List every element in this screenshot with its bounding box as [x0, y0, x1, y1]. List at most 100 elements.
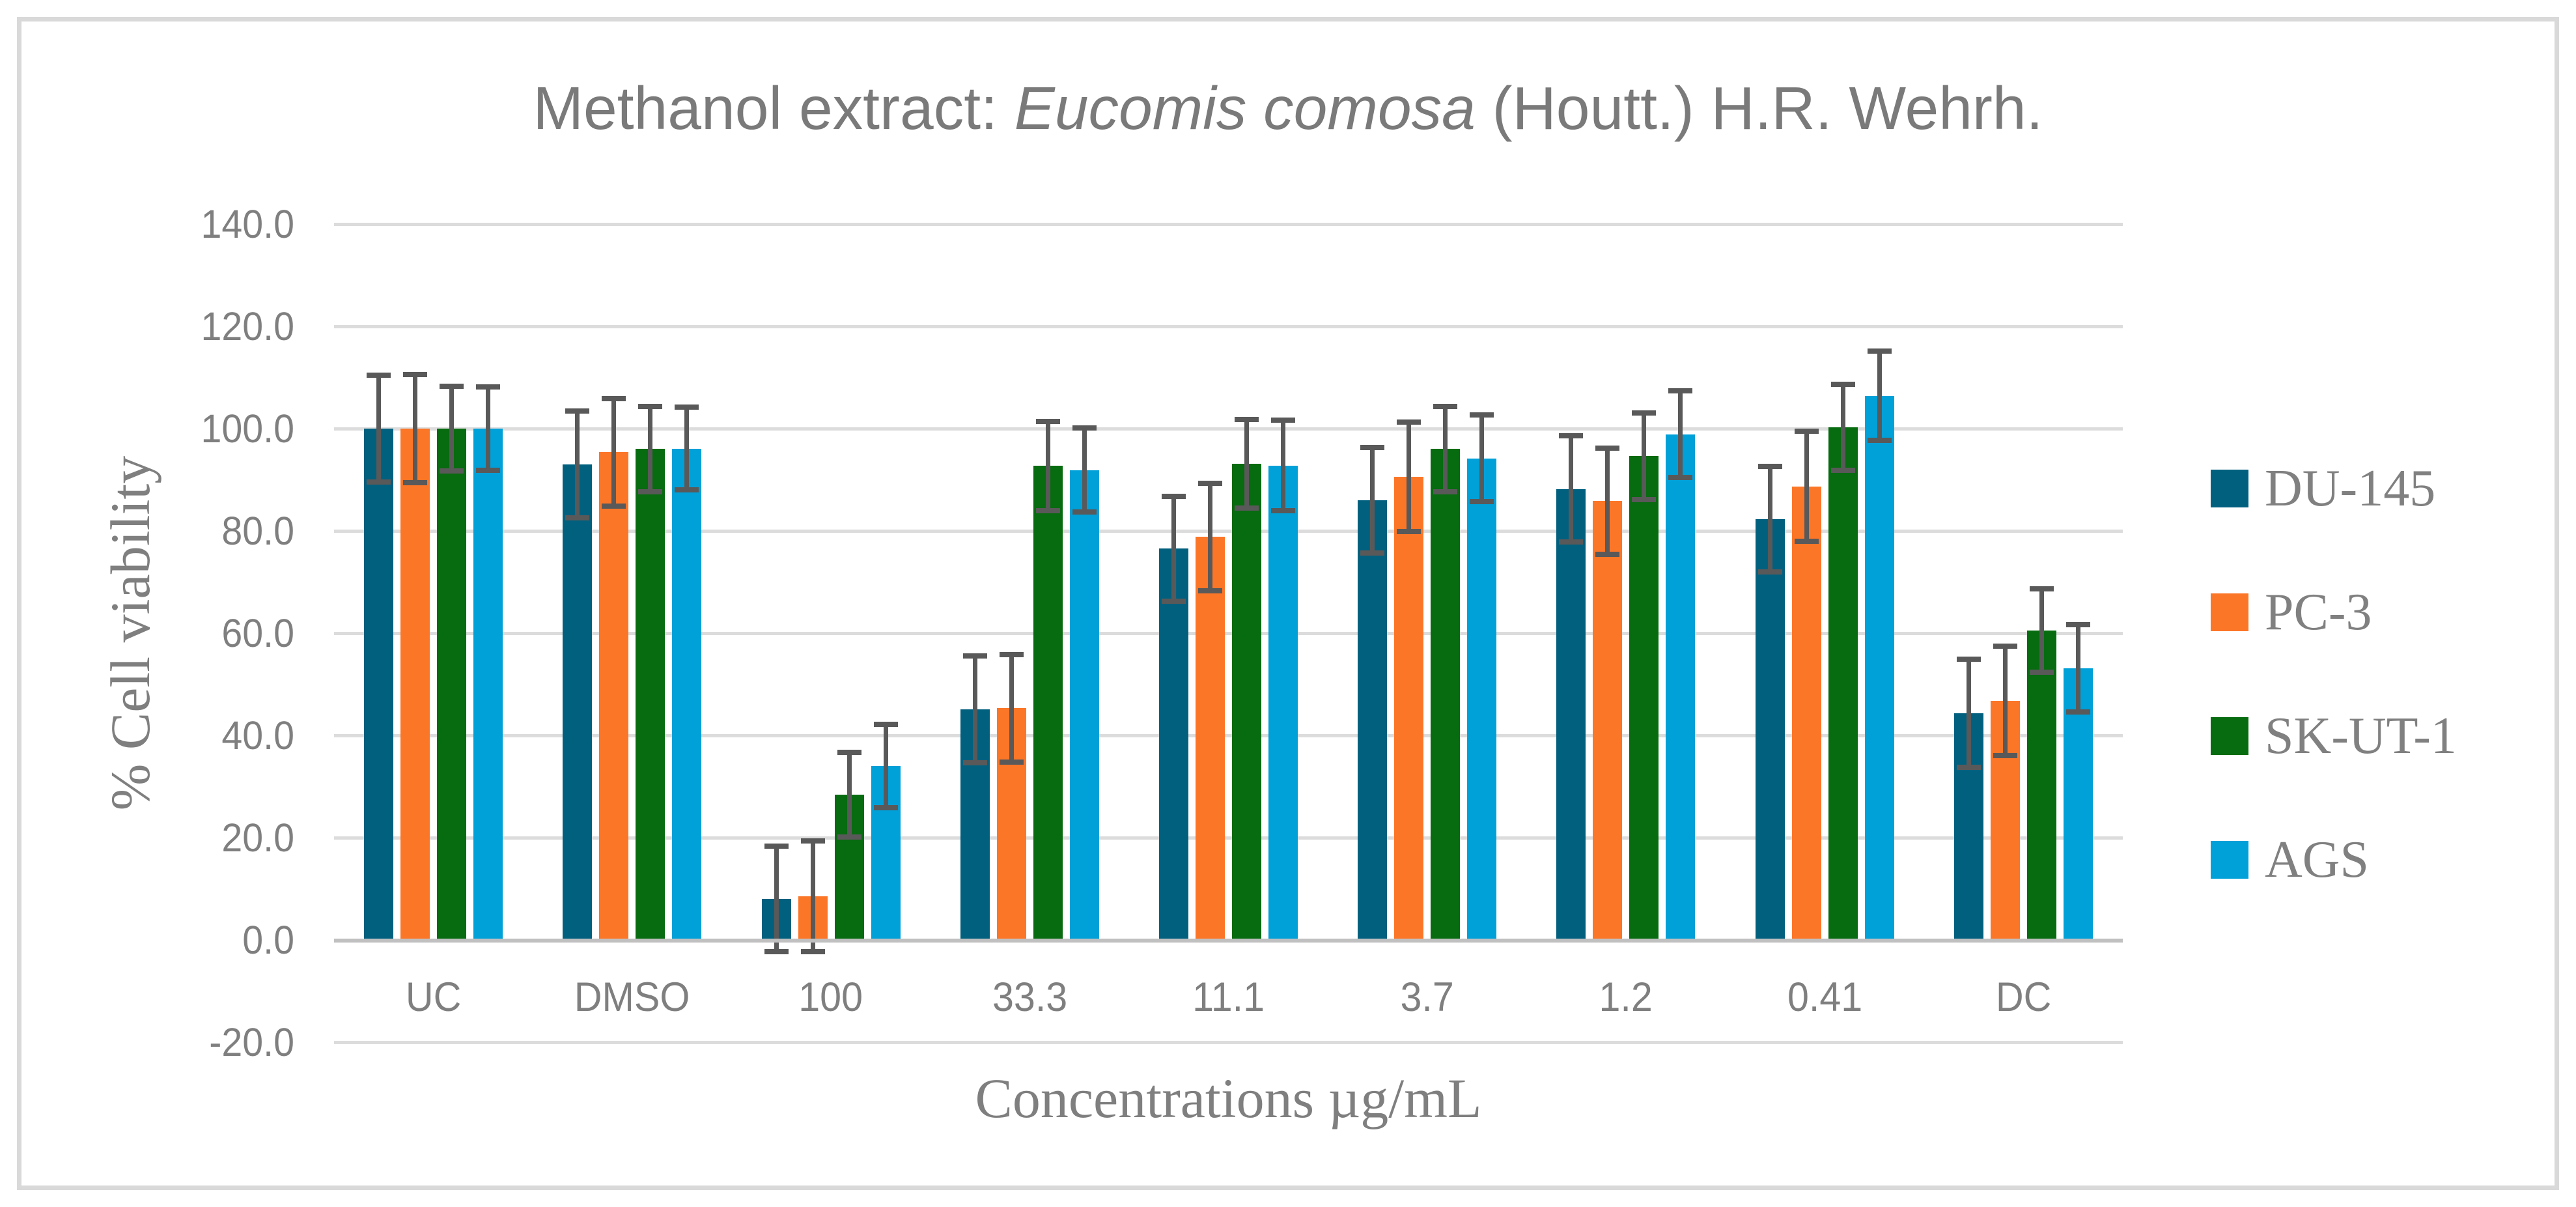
error-bar-cap-bottom [800, 949, 825, 955]
y-tick-label: 20.0 [221, 816, 294, 860]
error-bar-cap-top [1668, 388, 1693, 393]
error-bar-cap-top [1198, 480, 1222, 486]
error-bar-cap-bottom [764, 949, 789, 955]
error-bar-whisker [1678, 390, 1683, 478]
bar-AGS-0.41 [1864, 395, 1894, 940]
error-bar-whisker [575, 410, 580, 518]
error-bar-whisker [1605, 447, 1610, 555]
bar-AGS-11.1 [1268, 465, 1298, 940]
error-bar-whisker [2002, 646, 2008, 756]
error-bar-whisker [1045, 421, 1050, 511]
error-bar-cap-bottom [440, 468, 464, 474]
error-bar-cap-top [837, 749, 861, 755]
error-bar-whisker [1479, 414, 1485, 502]
chart-title-prefix: Methanol extract: [533, 74, 1015, 142]
error-bar-cap-bottom [367, 479, 391, 485]
error-bar-cap-top [1162, 493, 1186, 499]
error-bar-whisker [1840, 384, 1845, 471]
error-bar-cap-top [440, 383, 464, 389]
gridline [334, 530, 2123, 533]
error-bar-whisker [1082, 428, 1087, 512]
error-bar-whisker [1009, 654, 1014, 762]
bar-DU-145-DMSO [563, 464, 593, 940]
bar-AGS-DMSO [672, 448, 702, 940]
legend-label-PC-3: PC-3 [2265, 584, 2372, 641]
error-bar-whisker [1767, 466, 1772, 572]
error-bar-cap-bottom [1162, 599, 1186, 604]
bar-PC-3-1.2 [1593, 501, 1623, 940]
gridline [334, 427, 2123, 431]
error-bar-cap-top [565, 408, 590, 414]
chart-title-species: Eucomis comosa [1014, 74, 1476, 142]
error-bar-whisker [774, 846, 779, 952]
error-bar-cap-top [403, 371, 428, 377]
y-tick-label: 80.0 [221, 509, 294, 553]
error-bar-cap-top [1956, 657, 1981, 662]
error-bar-whisker [1804, 431, 1809, 542]
bar-SK-UT-1-33.3 [1033, 466, 1063, 940]
error-bar-whisker [1281, 420, 1285, 511]
bar-SK-UT-1-1.2 [1629, 456, 1659, 940]
error-bar-cap-bottom [1397, 528, 1421, 534]
error-bar-cap-top [1595, 445, 1620, 451]
error-bar-whisker [1966, 659, 1971, 768]
error-bar-cap-bottom [1668, 475, 1693, 481]
y-tick-label: -20.0 [209, 1020, 294, 1064]
error-bar-cap-top [476, 384, 501, 390]
x-tick-label: 100 [798, 974, 863, 1020]
error-bar-whisker [413, 374, 418, 483]
error-bar-whisker [810, 841, 815, 952]
error-bar-whisker [1171, 496, 1176, 602]
error-bar-cap-top [1235, 416, 1259, 422]
error-bar-cap-bottom [1956, 765, 1981, 771]
error-bar-cap-bottom [2065, 709, 2090, 715]
legend-swatch-AGS [2211, 841, 2248, 879]
legend-label-SK-UT-1: SK-UT-1 [2265, 707, 2457, 765]
error-bar-whisker [1642, 412, 1647, 500]
bar-SK-UT-1-11.1 [1232, 464, 1261, 940]
gridline [334, 325, 2123, 328]
error-bar-cap-top [1559, 433, 1584, 438]
error-bar-whisker [883, 724, 888, 808]
bar-PC-3-0.41 [1791, 486, 1821, 940]
error-bar-cap-top [999, 651, 1024, 657]
bar-AGS-33.3 [1069, 470, 1099, 940]
bar-SK-UT-1-DC [2026, 631, 2056, 940]
error-bar-cap-bottom [1993, 752, 2017, 758]
chart-title: Methanol extract: Eucomis comosa (Houtt.… [0, 74, 2576, 142]
bar-DU-145-3.7 [1358, 500, 1388, 940]
legend-swatch-SK-UT-1 [2211, 717, 2248, 755]
error-bar-whisker [972, 656, 977, 763]
error-bar-cap-bottom [873, 805, 898, 811]
error-bar-whisker [847, 752, 852, 838]
error-bar-cap-bottom [1433, 489, 1458, 494]
error-bar-cap-bottom [1757, 569, 1782, 575]
error-bar-cap-bottom [1867, 438, 1892, 444]
error-bar-whisker [1443, 406, 1448, 492]
error-bar-whisker [684, 407, 690, 490]
error-bar-cap-bottom [1271, 507, 1295, 513]
error-bar-cap-top [962, 653, 987, 659]
error-bar-cap-bottom [403, 480, 428, 486]
gridline [334, 836, 2123, 840]
legend-swatch-DU-145 [2211, 470, 2248, 507]
error-bar-whisker [376, 375, 382, 482]
error-bar-whisker [1877, 351, 1882, 441]
bar-SK-UT-1-3.7 [1431, 449, 1461, 940]
error-bar-cap-top [1035, 419, 1060, 424]
error-bar-whisker [648, 406, 653, 492]
y-tick-label: 120.0 [201, 304, 294, 348]
error-bar-cap-bottom [837, 834, 861, 840]
bar-AGS-UC [473, 429, 503, 940]
error-bar-cap-top [1470, 412, 1494, 418]
error-bar-cap-top [1867, 348, 1892, 354]
bar-PC-3-3.7 [1394, 476, 1424, 940]
error-bar-cap-top [1271, 418, 1295, 423]
chart-title-suffix: (Houtt.) H.R. Wehrh. [1475, 74, 2043, 142]
y-tick-label: 40.0 [221, 713, 294, 758]
gridline [334, 734, 2123, 737]
error-bar-cap-top [1072, 425, 1097, 431]
x-tick-label: 1.2 [1599, 974, 1653, 1020]
error-bar-cap-top [1360, 445, 1385, 451]
legend-label-AGS: AGS [2265, 831, 2370, 888]
